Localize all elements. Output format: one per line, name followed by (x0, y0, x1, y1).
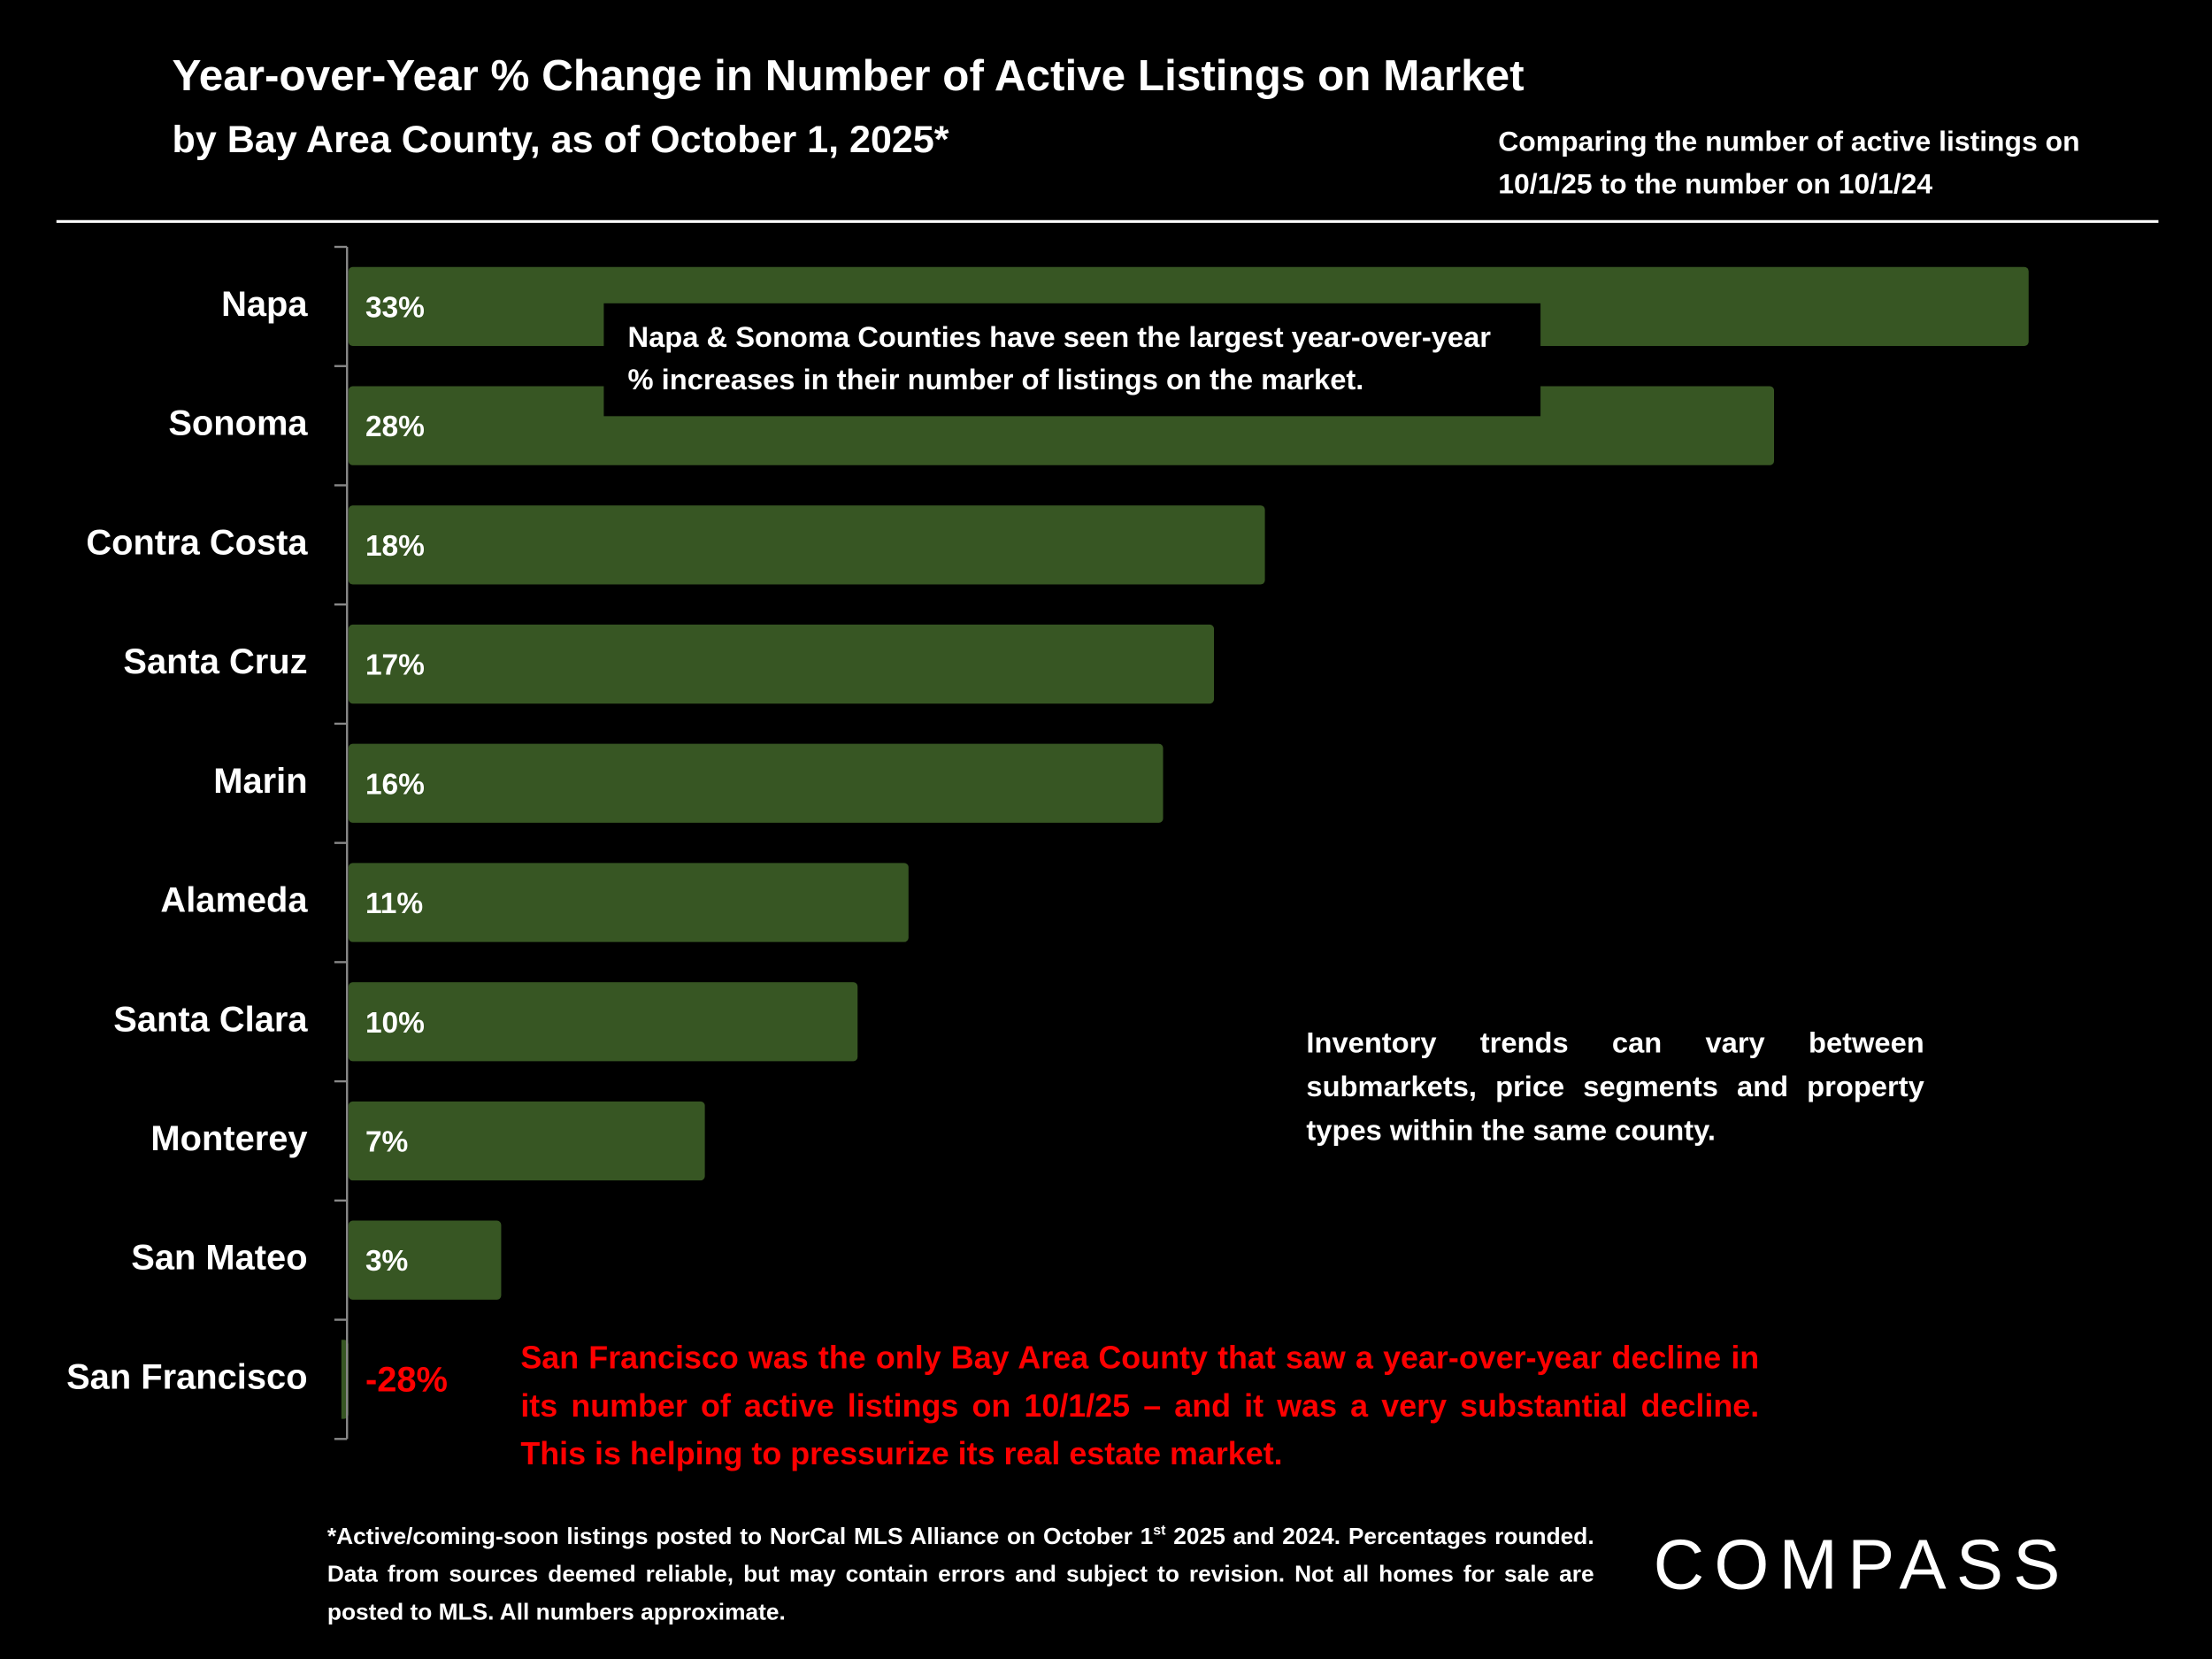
category-label: San Mateo (131, 1239, 307, 1278)
category-label: Sonoma (168, 404, 308, 443)
annotation: Inventory trends can vary between submar… (1306, 1026, 1924, 1148)
bar (348, 982, 858, 1062)
footnote-sup: st (1153, 1523, 1166, 1540)
value-label: 18% (365, 530, 425, 563)
bar (348, 624, 1215, 704)
chart-title: Year-over-Year % Change in Number of Act… (172, 50, 1525, 101)
category-label: Alameda (160, 881, 308, 920)
value-label: 28% (365, 411, 425, 443)
value-label: 3% (365, 1245, 408, 1278)
category-label: Monterey (150, 1119, 307, 1158)
value-label: 16% (365, 768, 425, 801)
footnote-text: 2025 and 2024. Percentages rounded. Data… (326, 1524, 1594, 1624)
bar (348, 1101, 705, 1181)
footnote-text: *Active/coming-soon listings posted to N… (326, 1524, 1154, 1550)
category-label: Napa (221, 285, 308, 324)
category-label: Santa Clara (113, 1000, 308, 1039)
bar (348, 863, 909, 942)
value-label: 17% (365, 649, 425, 682)
annotation: San Francisco was the only Bay Area Coun… (520, 1340, 1760, 1471)
bar (348, 1220, 502, 1300)
bar (348, 505, 1265, 585)
note: Comparing the number of active listings … (1498, 127, 2080, 201)
footnote: *Active/coming-soon listings posted to N… (327, 1514, 1594, 1631)
category-label: San Francisco (66, 1357, 307, 1396)
category-label: Contra Costa (86, 523, 308, 562)
category-label: Marin (213, 762, 307, 801)
value-label: 11% (365, 887, 423, 920)
value-label: -28% (365, 1361, 448, 1400)
value-label: 10% (365, 1007, 425, 1040)
chart-subtitle: by Bay Area County, as of October 1, 202… (172, 118, 949, 161)
category-label: Santa Cruz (123, 642, 307, 681)
value-label: 7% (365, 1126, 408, 1159)
value-label: 33% (365, 291, 425, 324)
logo: COMPASS (1653, 1525, 2070, 1604)
annotation: Napa & Sonoma Counties have seen the lar… (603, 303, 1541, 417)
bar (348, 743, 1164, 823)
